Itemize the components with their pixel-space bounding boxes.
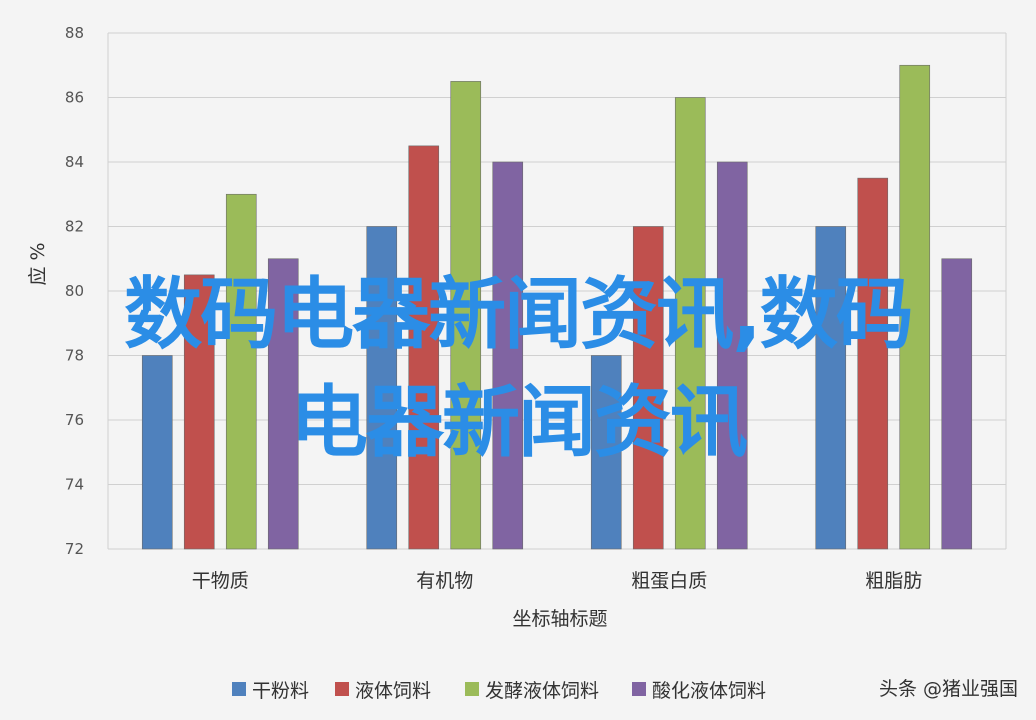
y-tick-labels: 72 74 76 78 80 82 84 86 88: [65, 24, 84, 558]
bar: [941, 258, 973, 550]
bar: [815, 226, 847, 550]
y-tick-label: 82: [65, 218, 84, 236]
x-category-label: 粗脂肪: [865, 570, 922, 592]
y-tick-label: 86: [65, 89, 84, 107]
bar: [590, 355, 622, 550]
y-tick-label: 84: [65, 153, 84, 171]
y-tick-label: 78: [65, 347, 84, 365]
legend-label: 发酵液体饲料: [485, 680, 599, 702]
legend-label: 液体饲料: [355, 680, 431, 702]
y-axis-title: 应 %: [27, 242, 49, 285]
bar: [267, 258, 299, 550]
bar: [408, 145, 440, 550]
x-category-label: 干物质: [192, 570, 249, 592]
y-tick-label: 72: [65, 540, 84, 558]
legend-swatch: [335, 682, 349, 696]
legend-label: 酸化液体饲料: [652, 680, 766, 702]
x-category-label: 有机物: [416, 570, 473, 592]
grid-lines: [107, 32, 1007, 550]
y-tick-label: 76: [65, 411, 84, 429]
bar: [225, 193, 257, 550]
bar: [141, 355, 173, 550]
legend-swatch: [232, 682, 246, 696]
bar: [716, 161, 748, 550]
bar: [857, 177, 889, 550]
watermark-headline-line-1: 数码电器新闻资讯,数码: [124, 270, 914, 360]
y-tick-label: 74: [65, 476, 84, 494]
legend-swatch: [632, 682, 646, 696]
y-tick-label: 80: [65, 282, 84, 300]
y-tick-label: 88: [65, 24, 84, 42]
bar: [492, 161, 524, 550]
x-category-label: 粗蛋白质: [631, 570, 707, 592]
legend: 干粉料 液体饲料 发酵液体饲料 酸化液体饲料: [232, 680, 766, 702]
watermark-headline-line-2: 电器新闻资讯: [289, 378, 748, 468]
bar: [674, 97, 706, 550]
bar: [183, 274, 215, 550]
bar: [366, 226, 398, 550]
legend-swatch: [465, 682, 479, 696]
x-axis-title: 坐标轴标题: [512, 608, 607, 630]
source-watermark: 头条 @猪业强国: [878, 678, 1018, 700]
bar: [632, 226, 664, 550]
bar: [450, 81, 482, 550]
bars: [141, 64, 973, 550]
bar: [899, 64, 931, 550]
x-category-labels: 干物质 有机物 粗蛋白质 粗脂肪: [192, 570, 923, 592]
legend-label: 干粉料: [252, 680, 309, 702]
